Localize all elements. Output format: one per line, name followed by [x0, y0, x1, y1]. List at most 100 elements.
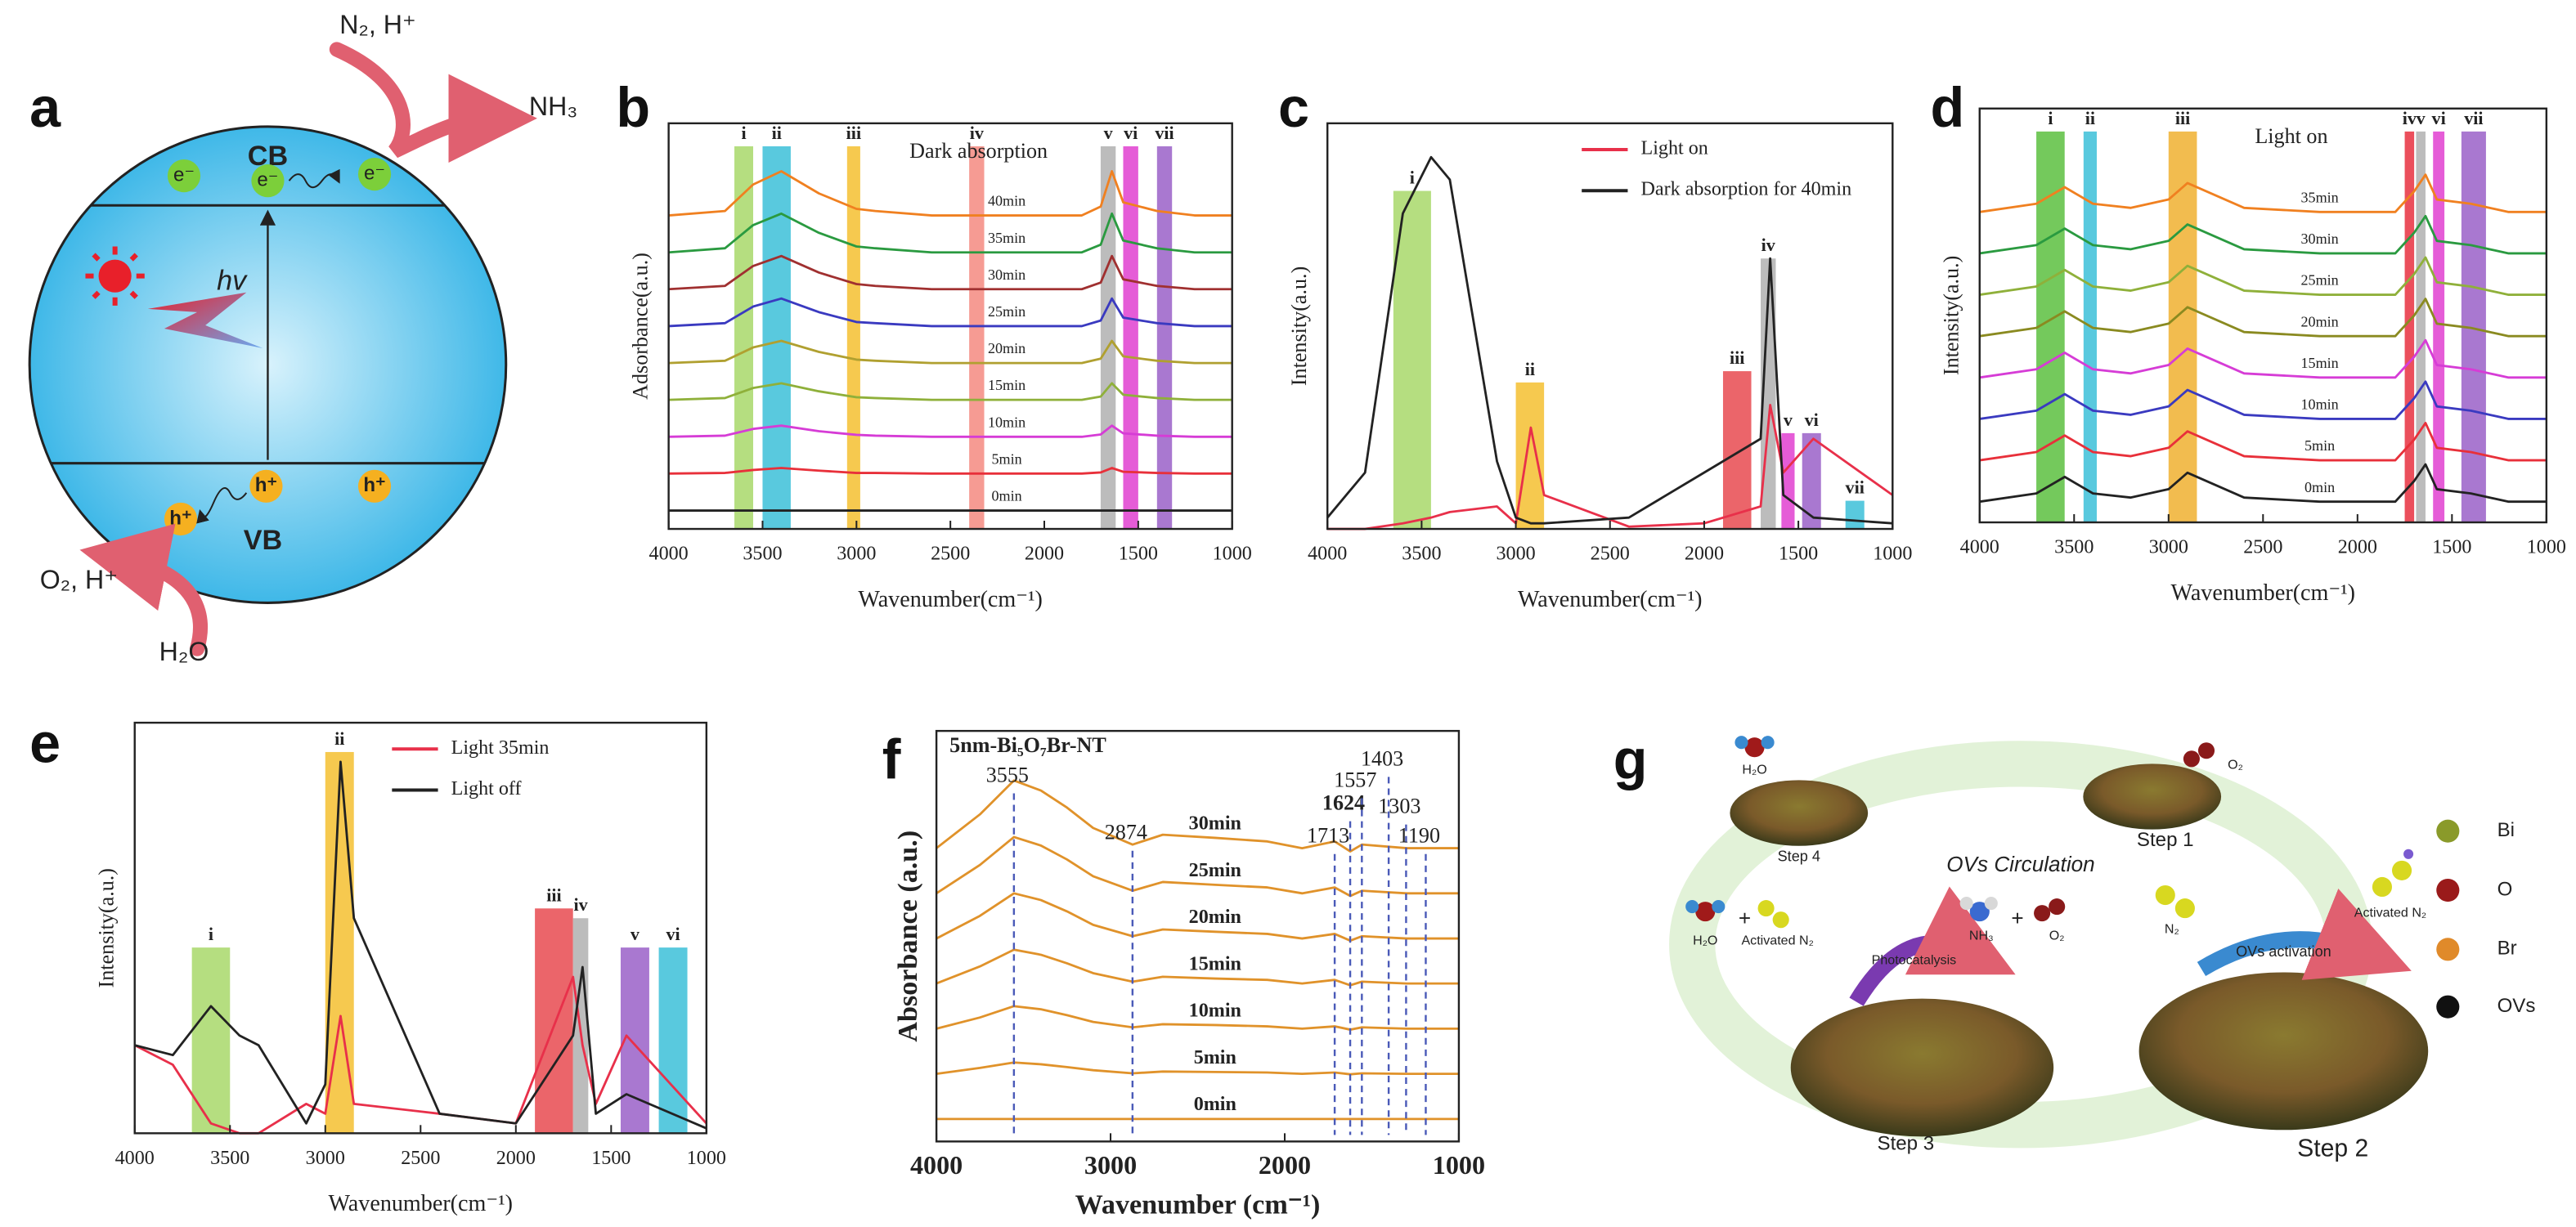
- x-tick-label: 4000: [115, 1148, 155, 1169]
- vb-label: VB: [244, 525, 282, 556]
- y-axis-label: Intensity(a.u.): [95, 868, 119, 987]
- panel-label: f: [882, 728, 901, 790]
- species-label: O₂: [2228, 758, 2243, 772]
- y-axis-label: Absorbance (a.u.): [893, 831, 923, 1042]
- band-label: ii: [772, 123, 782, 143]
- product-label: NH₃: [529, 92, 577, 121]
- spectrum-line: [936, 1061, 1459, 1076]
- chart-panel: f 0min 5min 10min 15min 20min 25min 30min 3555 28…: [882, 728, 1485, 1220]
- spectrum-line: [668, 170, 1232, 217]
- x-tick-label: 4000: [1960, 537, 1999, 558]
- light-ray: [147, 292, 263, 349]
- series-label: 25min: [988, 303, 1025, 320]
- band-label: iii: [1730, 347, 1744, 368]
- surface: [2083, 764, 2222, 830]
- band: [1515, 382, 1545, 530]
- y-axis-label: Intensity(a.u.): [1940, 256, 1963, 375]
- x-tick-label: 3000: [306, 1148, 345, 1169]
- x-tick-label: 2000: [2338, 537, 2377, 558]
- reactant-label: N₂, H⁺: [339, 10, 416, 39]
- legend-swatch: [2436, 819, 2460, 843]
- series-label: 0min: [1194, 1094, 1237, 1115]
- spectrum-line: [936, 835, 1459, 898]
- surface: [1730, 780, 1869, 846]
- step-label: Step 3: [1878, 1133, 1935, 1155]
- species-label: N₂: [2165, 921, 2179, 936]
- x-tick-label: 1000: [2527, 537, 2566, 558]
- hole-label: h⁺: [255, 474, 277, 496]
- band-label: vi: [1124, 123, 1138, 143]
- x-tick-label: 3500: [210, 1148, 249, 1169]
- surface: [1790, 998, 2054, 1137]
- oxidation-arrow: [79, 523, 209, 656]
- species-label: NH₃: [1969, 929, 1994, 943]
- band: [2416, 131, 2426, 523]
- x-tick-label: 3500: [2054, 537, 2094, 558]
- plus: +: [1739, 906, 1751, 930]
- activation-label: OVs activation: [2236, 943, 2331, 960]
- band: [1156, 146, 1173, 530]
- band-label: vi: [1805, 410, 1819, 430]
- panel-a: a CB VB e⁻ e⁻ e⁻ h⁺ h⁺ h⁺ hv N₂, H⁺ NH₃ …: [28, 10, 577, 666]
- x-tick-label: 4000: [910, 1150, 963, 1180]
- x-tick-label: 2000: [1025, 544, 1064, 565]
- legend-label: OVs: [2497, 995, 2536, 1017]
- series-label: 25min: [1189, 860, 1242, 881]
- x-tick-label: 2000: [1259, 1150, 1311, 1180]
- band-label: vi: [666, 924, 680, 944]
- y-axis-label: Intensity(a.u.): [1287, 266, 1311, 386]
- band: [1393, 190, 1431, 530]
- series-label: 30min: [2301, 231, 2339, 247]
- sun: [85, 246, 145, 306]
- spectrum-line: [668, 254, 1232, 291]
- electron: [251, 164, 285, 198]
- band-label: vii: [1846, 477, 1865, 498]
- legend-label: Light on: [1641, 138, 1708, 159]
- series-label: 35min: [988, 230, 1025, 246]
- x-tick-label: 1000: [1433, 1150, 1485, 1180]
- x-tick-label: 1000: [1873, 544, 1912, 565]
- series-label: 10min: [2301, 396, 2339, 413]
- series-label: 0min: [991, 488, 1021, 504]
- spectrum-line: [668, 382, 1232, 401]
- band: [1781, 432, 1795, 530]
- band-label: ii: [2085, 108, 2095, 128]
- series-label: 20min: [2301, 313, 2339, 329]
- reduction-arrow: [329, 42, 537, 163]
- x-tick-label: 1500: [1119, 544, 1158, 565]
- x-tick-label: 2000: [1685, 544, 1724, 565]
- spectrum-line: [668, 424, 1232, 438]
- reactant-label: H₂O: [159, 637, 209, 666]
- x-tick-label: 3500: [1402, 544, 1441, 565]
- spectrum-line: [936, 1005, 1459, 1031]
- band: [2168, 131, 2197, 523]
- chart-title: 5nm-Bi₅O₇Br-NT: [949, 733, 1106, 757]
- series-label: 5min: [2304, 437, 2335, 454]
- band: [1722, 371, 1752, 530]
- spectrum-line: [1979, 463, 2547, 504]
- hole: [357, 469, 392, 503]
- legend-label: Light off: [451, 778, 523, 799]
- peak-label: 1303: [1378, 795, 1420, 818]
- peak-label: 1713: [1307, 824, 1349, 848]
- spectrum-line: [1979, 338, 2547, 379]
- electron-label: e⁻: [173, 163, 195, 186]
- panel-label: c: [1278, 77, 1309, 139]
- legend-label: Dark absorption for 40min: [1641, 179, 1852, 200]
- band-label: v: [1104, 123, 1114, 143]
- species-label: H₂O: [1742, 763, 1766, 777]
- peak-label: 2874: [1105, 821, 1147, 844]
- species-label: H₂O: [1693, 934, 1717, 948]
- series-label: 5min: [1194, 1047, 1237, 1068]
- band: [762, 146, 791, 530]
- hole-label: h⁺: [363, 474, 385, 496]
- legend-swatch: [2436, 995, 2460, 1019]
- band-label: i: [2048, 108, 2053, 128]
- series-label: 30min: [988, 266, 1025, 283]
- step-label: Step 1: [2137, 829, 2194, 851]
- x-tick-label: 3000: [1496, 544, 1535, 565]
- chart-panel: b i ii iii iv v vi vii0min5min10min15min20min25…: [616, 77, 1251, 612]
- series-label: 0min: [2304, 479, 2335, 495]
- band-label: iv: [1761, 235, 1776, 255]
